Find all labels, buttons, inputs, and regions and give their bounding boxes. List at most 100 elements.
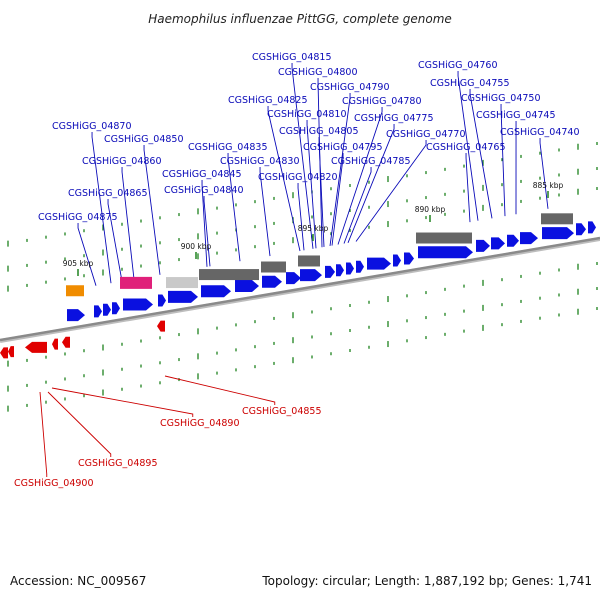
forward-gene: [103, 303, 111, 316]
leader-line: [347, 124, 395, 244]
gene-label: CGSHiGG_04810: [267, 109, 347, 120]
forward-gene: [235, 280, 259, 293]
misc-feature: [298, 255, 320, 267]
label-lines: [39, 63, 549, 477]
gene-label: CGSHiGG_04815: [252, 52, 332, 63]
forward-gene: [588, 221, 596, 234]
gene-label: CGSHiGG_04760: [418, 60, 498, 71]
backbone-line: [0, 236, 600, 342]
genome-summary: Topology: circular; Length: 1,887,192 bp…: [261, 574, 592, 588]
leader-line: [331, 153, 344, 246]
gene-label: CGSHiGG_04785: [331, 156, 411, 167]
misc-feature: [541, 213, 573, 225]
gene-label: CGSHiGG_04780: [342, 96, 422, 107]
forward-gene: [520, 232, 538, 245]
genome-backbone: [0, 236, 600, 343]
accession-text: Accession: NC_009567: [10, 574, 146, 588]
gene-label: CGSHiGG_04850: [104, 134, 184, 145]
kbp-label: 905 kbp: [63, 259, 94, 268]
leader-line: [143, 145, 161, 275]
gene-label: CGSHiGG_04790: [310, 82, 390, 93]
leader-line: [317, 78, 323, 248]
kbp-label: 890 kbp: [415, 205, 446, 214]
forward-gene: [346, 262, 354, 275]
forward-gene: [158, 294, 166, 307]
gene-label: CGSHiGG_04755: [430, 78, 510, 89]
gene-labels: CGSHiGG_04815CGSHiGG_04800CGSHiGG_04790C…: [14, 52, 580, 489]
map-title: Haemophilus influenzae PittGG, complete …: [148, 12, 452, 26]
gene-label: CGSHiGG_04830: [220, 156, 300, 167]
leader-line: [457, 71, 479, 221]
leader-line: [77, 223, 97, 286]
gene-label: CGSHiGG_04750: [461, 93, 541, 104]
kbp-markers: 885 kbp 890 kbp 895 kbp 900 kbp 905 kbp: [63, 181, 564, 276]
forward-gene: [325, 265, 335, 278]
leader-line: [259, 167, 271, 257]
leader-line: [91, 132, 112, 284]
forward-gene: [201, 285, 231, 298]
gene-label: CGSHiGG_04820: [258, 172, 338, 183]
leader-line: [355, 140, 427, 242]
reverse-gene: [62, 336, 70, 348]
forward-gene: [404, 252, 414, 265]
gene-label: CGSHiGG_04900: [14, 478, 94, 489]
forward-gene: [393, 254, 401, 267]
kbp-label: 885 kbp: [533, 181, 564, 190]
forward-gene: [356, 260, 364, 273]
reverse-gene: [0, 347, 8, 359]
gene-label: CGSHiGG_04770: [386, 129, 466, 140]
forward-gene: [367, 257, 391, 270]
leader-line: [47, 391, 112, 457]
forward-gene: [542, 227, 574, 240]
forward-gene: [168, 290, 198, 303]
gene-label: CGSHiGG_04775: [354, 113, 434, 124]
gene-label: CGSHiGG_04870: [52, 121, 132, 132]
leader-line: [329, 93, 351, 246]
kbp-label: 895 kbp: [298, 224, 329, 233]
reverse-gene: [25, 341, 47, 353]
leader-line: [539, 138, 549, 209]
kbp-label: 900 kbp: [181, 242, 212, 251]
forward-gene: [300, 269, 322, 282]
gene-label: CGSHiGG_04845: [162, 169, 242, 180]
forward-gene: [576, 223, 586, 236]
gene-label: CGSHiGG_04860: [82, 156, 162, 167]
forward-gene: [67, 309, 85, 322]
leader-line: [500, 104, 506, 217]
forward-gene: [491, 237, 505, 250]
gene-label: CGSHiGG_04865: [68, 188, 148, 199]
leader-line: [121, 167, 135, 280]
forward-gene: [123, 298, 153, 311]
forward-gene: [507, 234, 519, 247]
leader-line: [469, 89, 493, 219]
gene-label: CGSHiGG_04795: [303, 142, 383, 153]
leader-line: [318, 137, 325, 247]
leader-line: [267, 106, 301, 252]
reverse-gene: [8, 346, 14, 358]
tick-marks: [7, 142, 598, 412]
leader-line: [291, 63, 314, 249]
forward-gene: [94, 305, 102, 318]
leader-line: [164, 375, 276, 405]
leader-line: [203, 196, 211, 267]
leader-line: [51, 387, 194, 417]
reverse-gene: [52, 338, 58, 350]
forward-gene: [336, 264, 344, 277]
gene-label: CGSHiGG_04875: [38, 212, 118, 223]
gene-label: CGSHiGG_04825: [228, 95, 308, 106]
gene-label: CGSHiGG_04805: [279, 126, 359, 137]
leader-line: [201, 180, 208, 267]
leader-line: [39, 391, 48, 477]
gene-label: CGSHiGG_04840: [164, 185, 244, 196]
gene-label: CGSHiGG_04835: [188, 142, 268, 153]
leader-line: [227, 153, 241, 262]
misc-feature: [199, 269, 259, 281]
leader-line: [297, 183, 305, 251]
forward-gene: [286, 272, 301, 285]
leader-line: [465, 153, 471, 223]
leader-line: [306, 120, 317, 249]
misc-feature: [261, 261, 286, 273]
forward-gene: [262, 275, 282, 288]
misc-feature: [416, 232, 472, 244]
gene-label: CGSHiGG_04890: [160, 418, 240, 429]
